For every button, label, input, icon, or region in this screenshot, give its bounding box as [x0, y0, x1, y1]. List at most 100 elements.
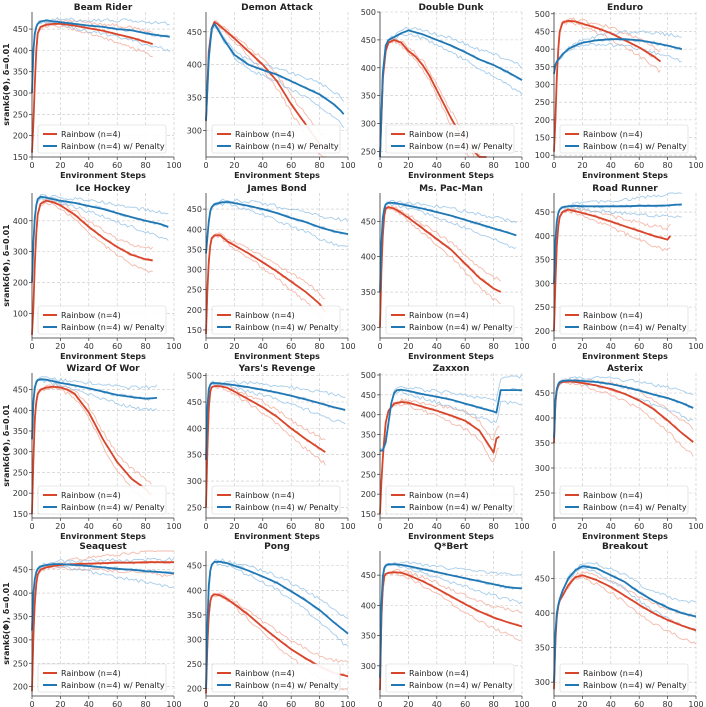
series-line-penalty	[205, 382, 346, 461]
chart-title: Road Runner	[592, 184, 658, 194]
legend: Rainbow (n=4) Rainbow (n=4) w/ Penalty	[211, 663, 341, 693]
x-tick-label: 20	[577, 700, 587, 707]
legend: Rainbow (n=4) Rainbow (n=4) w/ Penalty	[559, 124, 689, 154]
series-line-penalty	[379, 563, 523, 678]
y-tick-label: 450	[187, 205, 202, 214]
series-line-rainbow	[553, 19, 662, 152]
y-tick-label: 500	[361, 371, 376, 380]
legend-label-rainbow: Rainbow (n=4)	[61, 491, 121, 500]
x-tick-label: 100	[340, 700, 355, 707]
seed-line	[205, 558, 349, 688]
legend-label-penalty: Rainbow (n=4) w/ Penalty	[61, 323, 165, 332]
y-tick-label: 150	[187, 326, 202, 335]
x-tick-label: 20	[229, 522, 239, 531]
seed-line	[379, 33, 523, 158]
legend: Rainbow (n=4) Rainbow (n=4) w/ Penalty	[37, 124, 167, 154]
y-tick-label: 500	[535, 10, 550, 19]
x-tick-label: 20	[55, 700, 65, 707]
y-tick-label: 300	[13, 448, 28, 457]
y-tick-label: 300	[13, 248, 28, 257]
legend-label-rainbow: Rainbow (n=4)	[409, 311, 469, 320]
seed-line	[553, 380, 694, 440]
x-tick-label: 20	[55, 342, 65, 351]
x-tick-label: 80	[315, 522, 325, 531]
seed-line	[205, 592, 349, 693]
x-tick-label: 100	[166, 161, 181, 170]
y-tick-label: 200	[13, 683, 28, 692]
y-tick-label: 350	[361, 431, 376, 440]
y-tick-label: 400	[13, 217, 28, 226]
legend: Rainbow (n=4) Rainbow (n=4) w/ Penalty	[559, 485, 689, 515]
x-tick-label: 60	[460, 342, 470, 351]
seed-line	[379, 562, 523, 680]
x-tick-label: 80	[315, 700, 325, 707]
y-tick-label: 300	[187, 266, 202, 275]
y-tick-label: 450	[13, 566, 28, 575]
x-tick-label: 100	[514, 161, 529, 170]
x-tick-label: 40	[432, 342, 442, 351]
seed-line	[379, 389, 523, 453]
x-tick-label: 60	[634, 522, 644, 531]
x-axis-label: Environment Steps	[234, 532, 320, 541]
legend-label-rainbow: Rainbow (n=4)	[583, 491, 643, 500]
legend-box	[559, 663, 689, 693]
legend-box	[37, 485, 167, 515]
x-axis-label: Environment Steps	[408, 352, 494, 361]
legend: Rainbow (n=4) Rainbow (n=4) w/ Penalty	[559, 663, 689, 693]
chart-title: James Bond	[246, 184, 306, 194]
seed-line	[31, 557, 175, 630]
legend-label-penalty: Rainbow (n=4) w/ Penalty	[583, 142, 687, 151]
series-line-penalty	[31, 378, 158, 440]
x-tick-label: 100	[340, 342, 355, 351]
legend: Rainbow (n=4) Rainbow (n=4) w/ Penalty	[37, 485, 167, 515]
x-axis-label: Environment Steps	[408, 532, 494, 541]
y-tick-label: 350	[13, 612, 28, 621]
x-tick-label: 0	[551, 700, 556, 707]
x-tick-label: 20	[577, 161, 587, 170]
seed-line	[379, 561, 523, 678]
y-tick-label: 450	[535, 208, 550, 217]
x-tick-label: 80	[489, 522, 499, 531]
seed-line	[553, 17, 661, 153]
seed-line	[553, 20, 661, 150]
x-tick-label: 40	[606, 342, 616, 351]
y-tick-label: 250	[535, 98, 550, 107]
y-tick-label: 150	[13, 510, 28, 519]
series-line-penalty	[205, 201, 349, 254]
y-tick-label: 250	[187, 286, 202, 295]
x-tick-label: 20	[577, 342, 587, 351]
x-axis-label: Environment Steps	[60, 352, 146, 361]
series-line-penalty	[205, 560, 349, 689]
chart-panel: James Bond 150 200 250 300 350 400 450 0 20 40 60 80…	[187, 184, 356, 361]
y-axis-label: srankδ(Φ), δ=0.01	[2, 582, 11, 665]
x-tick-label: 20	[403, 522, 413, 531]
series-line-penalty	[553, 379, 694, 439]
x-axis-label: Environment Steps	[234, 352, 320, 361]
x-tick-label: 20	[403, 161, 413, 170]
x-tick-label: 60	[634, 161, 644, 170]
x-tick-label: 20	[55, 161, 65, 170]
legend-label-rainbow: Rainbow (n=4)	[409, 669, 469, 678]
chart-panel: Ice Hockey 100 200 300 400 0 20 40 60 80 100 Enviro…	[2, 184, 182, 361]
y-tick-label: 250	[535, 303, 550, 312]
seed-line	[205, 19, 327, 139]
x-axis-label: Environment Steps	[408, 171, 494, 180]
x-tick-label: 80	[489, 342, 499, 351]
x-tick-label: 40	[606, 161, 616, 170]
y-tick-label: 350	[13, 427, 28, 436]
y-tick-label: 300	[361, 120, 376, 129]
seed-line	[379, 387, 523, 453]
y-tick-label: 350	[361, 632, 376, 641]
x-tick-label: 80	[663, 700, 673, 707]
y-tick-label: 400	[535, 45, 550, 54]
seed-line	[379, 26, 523, 158]
x-tick-label: 100	[514, 700, 529, 707]
legend-label-penalty: Rainbow (n=4) w/ Penalty	[235, 323, 339, 332]
y-tick-label: 100	[13, 309, 28, 318]
y-tick-label: 250	[13, 468, 28, 477]
x-tick-label: 0	[377, 522, 382, 531]
legend-box	[385, 663, 515, 693]
y-tick-label: 400	[13, 589, 28, 598]
legend: Rainbow (n=4) Rainbow (n=4) w/ Penalty	[211, 305, 341, 335]
y-tick-label: 450	[13, 25, 28, 34]
